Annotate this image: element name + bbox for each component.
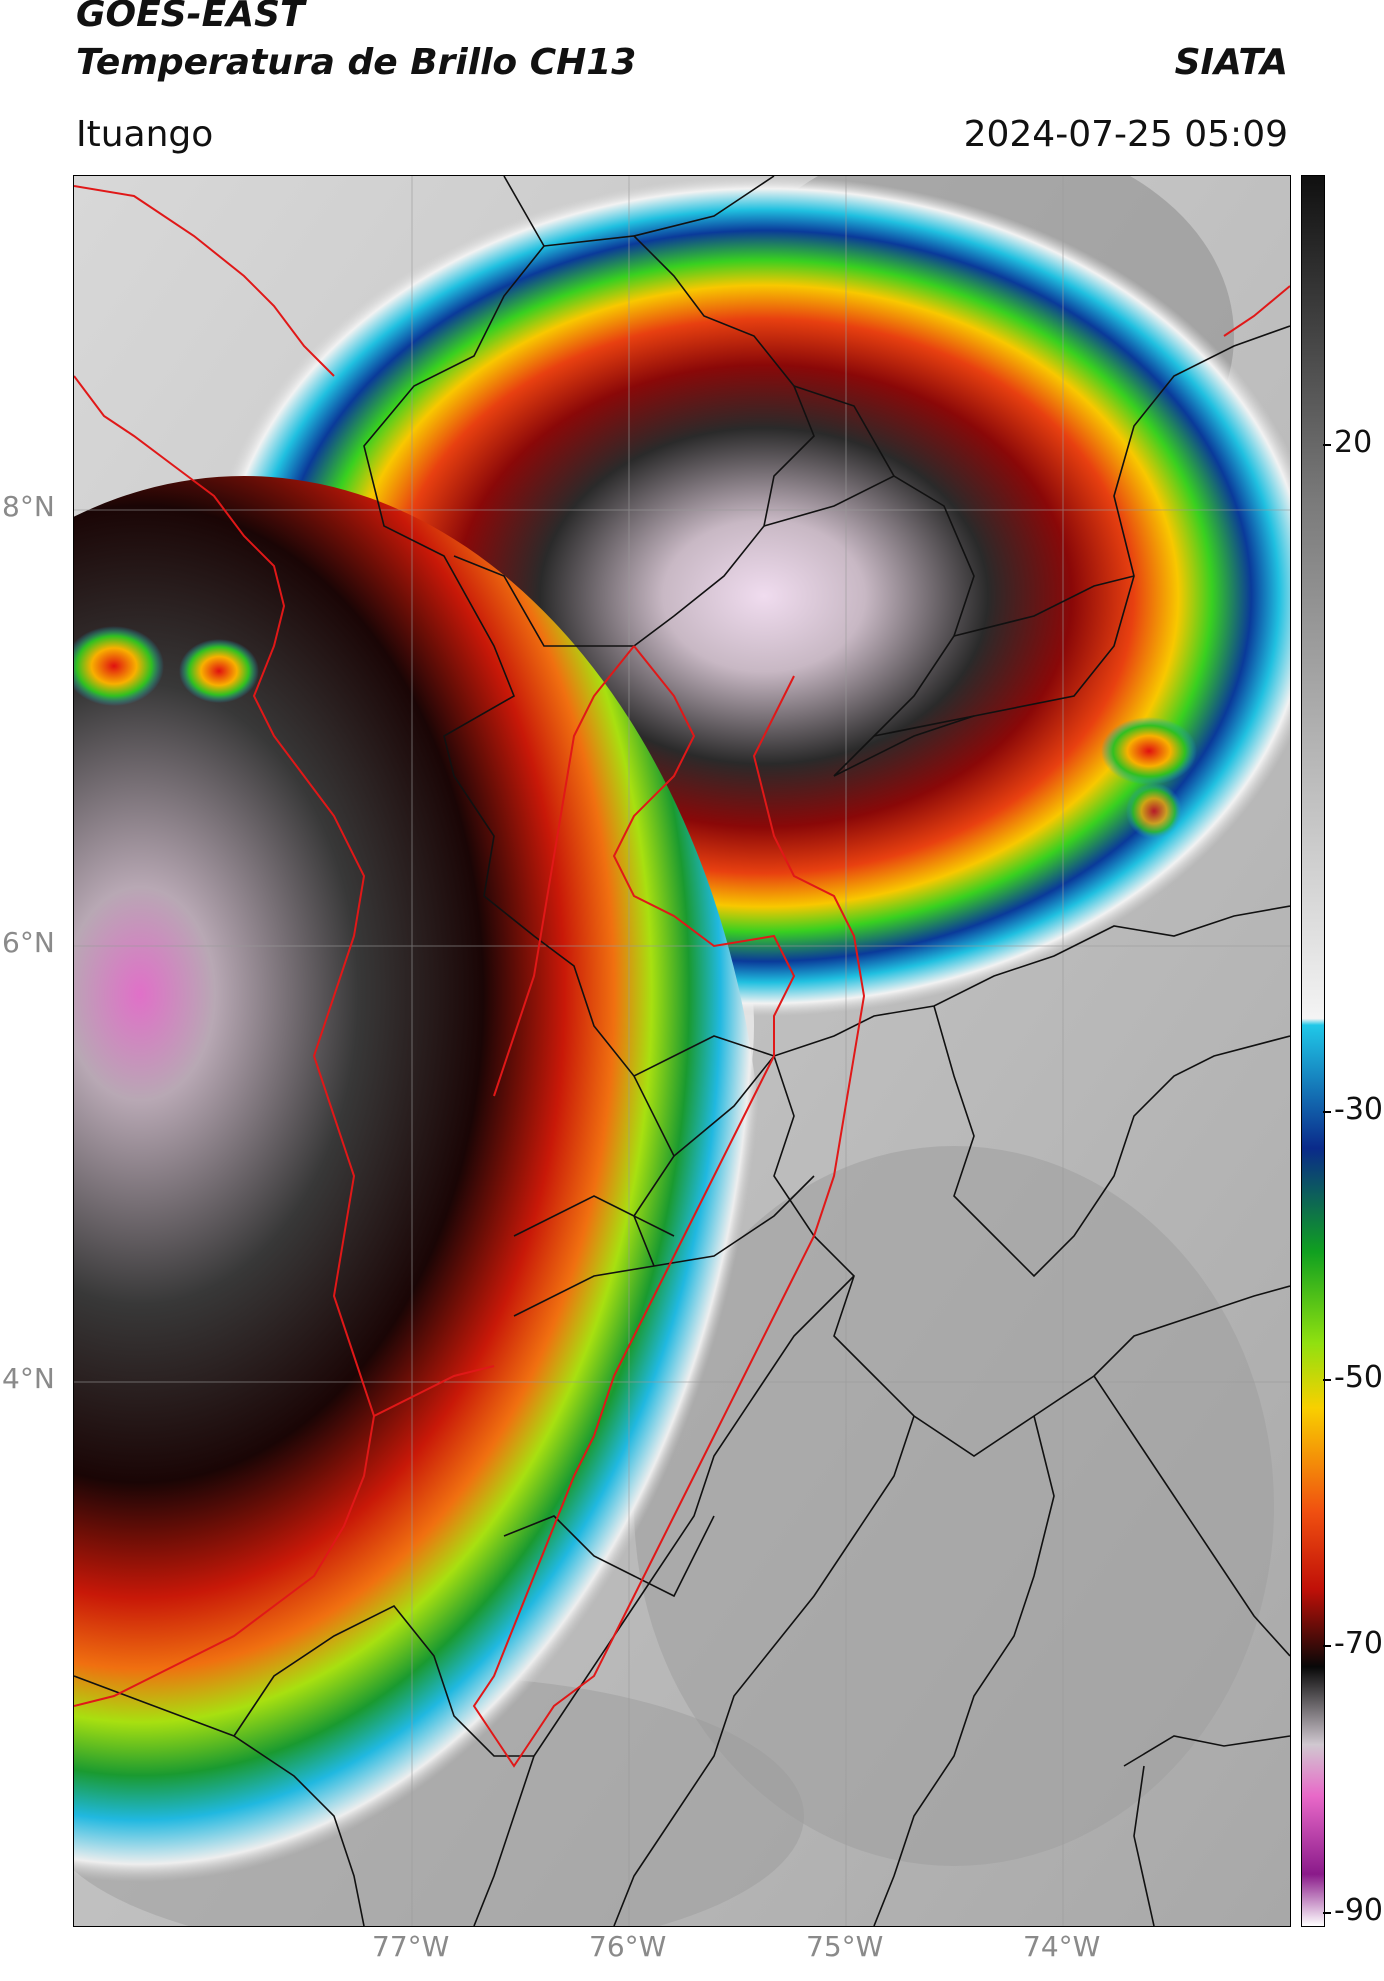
storm-cell-small-east [1101,717,1197,785]
colorbar-label-m70: -70 [1334,1626,1383,1661]
location-label: Ituango [76,114,214,155]
colorbar-tick-m30 [1323,1111,1331,1113]
colorbar-label-m90: -90 [1334,1893,1383,1928]
storm-cell-small-west [74,626,164,706]
colorbar-label-20: 20 [1334,425,1373,460]
storm-cell-small-east-2 [1126,783,1182,839]
product-title: Temperatura de Brillo CH13 [76,42,637,83]
gridlines [74,176,1290,1926]
agency-label: SIATA [1174,42,1288,83]
lat-label-6n: 6°N [2,926,55,959]
colorbar-tick-20 [1323,444,1331,446]
storm-cell-southwest [74,476,764,1926]
colorbar-tick-m70 [1323,1645,1331,1647]
timestamp-label: 2024-07-25 05:09 [963,114,1288,155]
gray-field-se [634,1146,1274,1866]
lat-label-8n: 8°N [2,490,55,523]
colorbar-label-m30: -30 [1334,1092,1383,1127]
map-canvas [74,176,1290,1926]
municipal-borders [74,176,1290,1926]
lon-label-74w: 74°W [1023,1930,1101,1963]
storm-cell-small-west-2 [179,639,259,703]
lon-label-77w: 77°W [372,1930,450,1963]
colorbar-tick-m90 [1323,1912,1331,1914]
lon-label-76w: 76°W [589,1930,667,1963]
colorbar [1301,175,1325,1927]
satellite-title: GOES-EAST [76,0,305,35]
colorbar-label-m50: -50 [1334,1360,1383,1395]
satellite-map[interactable] [73,175,1291,1927]
lat-label-4n: 4°N [2,1362,55,1395]
lon-label-75w: 75°W [806,1930,884,1963]
department-borders [74,185,1290,1768]
colorbar-tick-m50 [1323,1379,1331,1381]
